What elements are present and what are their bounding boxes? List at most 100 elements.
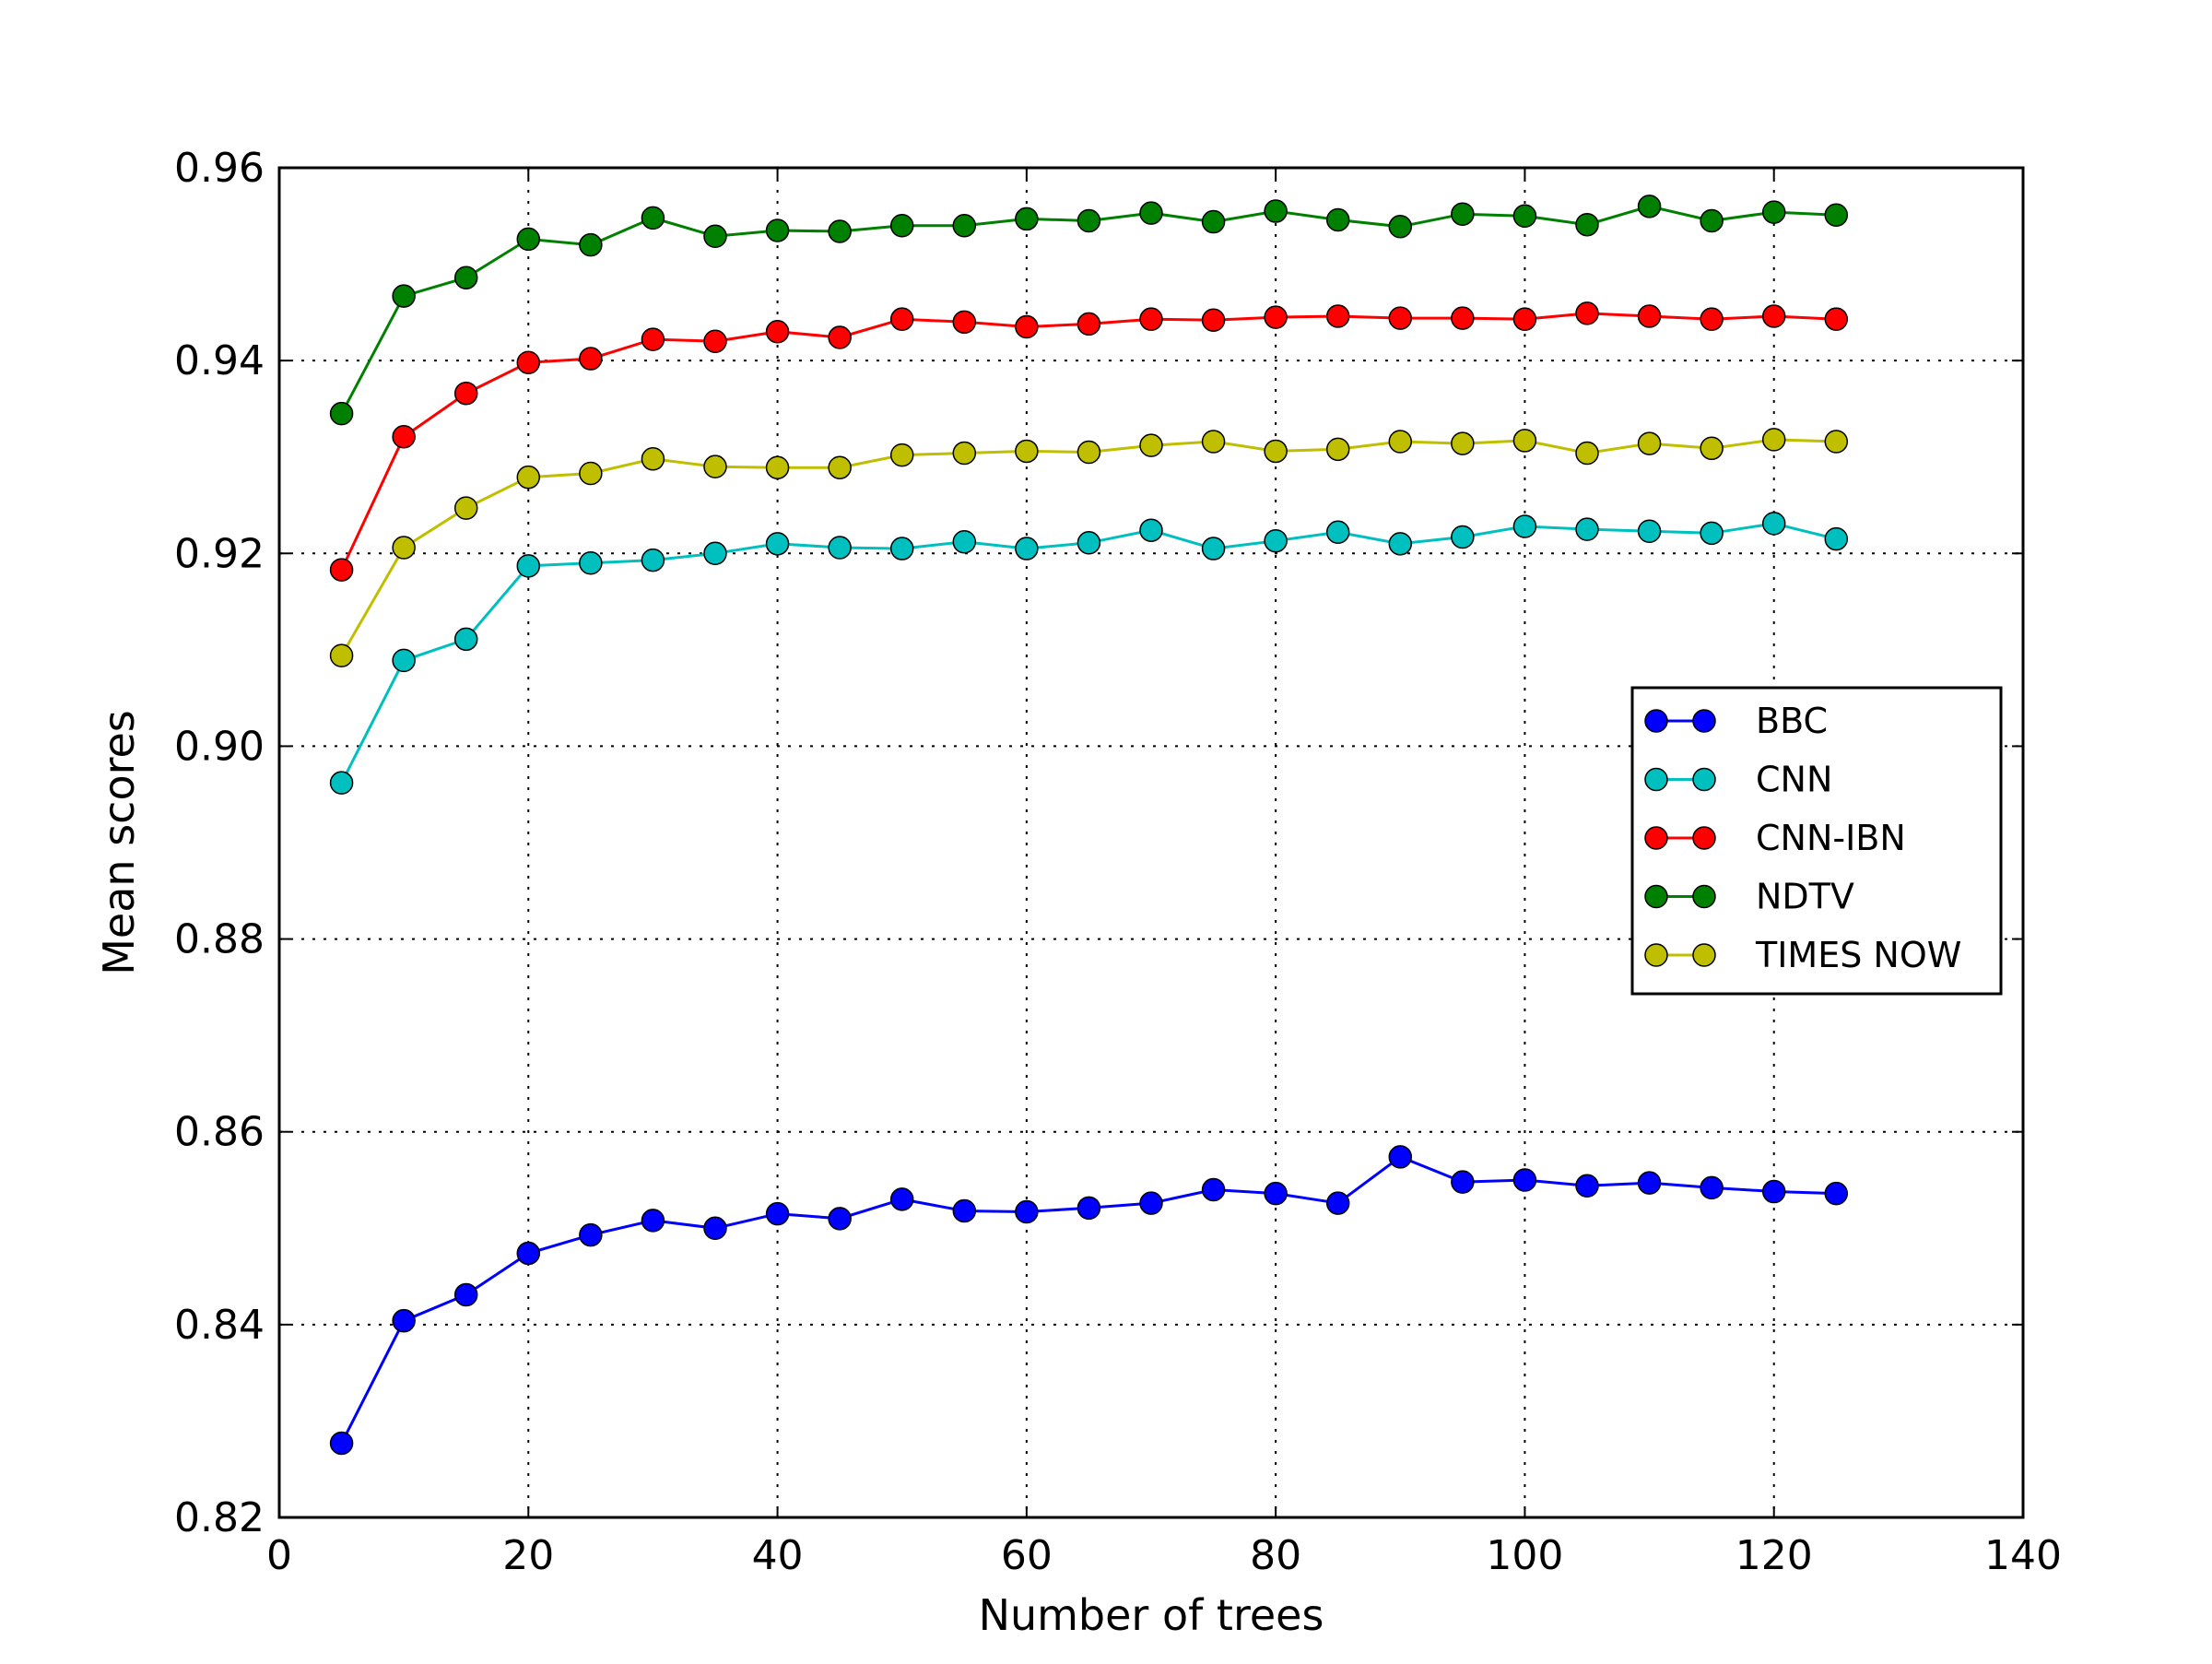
data-point [828, 219, 852, 243]
data-point [516, 465, 541, 490]
data-point [828, 455, 852, 479]
data-point [1637, 519, 1662, 543]
data-point [1824, 1181, 1849, 1206]
data-point [1575, 301, 1599, 325]
axis-ticks [278, 167, 2024, 1518]
data-point [1512, 429, 1537, 453]
series-cnn [329, 512, 1849, 795]
legend-item: BBC [1644, 701, 1828, 741]
legend-marker [1692, 884, 1716, 909]
data-point [1139, 307, 1163, 331]
legend-label: NDTV [1756, 877, 1854, 917]
data-point [453, 381, 478, 406]
data-point [1700, 307, 1724, 331]
series-ndtv [329, 195, 1849, 426]
data-point [1575, 212, 1599, 237]
data-point [1761, 304, 1786, 328]
data-point [1077, 1196, 1101, 1221]
data-point [1700, 1175, 1724, 1200]
legend-item: NDTV [1644, 877, 1854, 917]
data-point [1761, 512, 1786, 536]
legend-marker [1692, 943, 1716, 967]
legend-marker [1644, 826, 1668, 850]
data-point [579, 232, 603, 257]
data-point [1325, 437, 1350, 462]
data-point [1201, 1177, 1226, 1202]
data-point [1201, 430, 1226, 454]
data-point [1077, 312, 1101, 336]
legend-label: CNN [1756, 760, 1832, 800]
data-point [1077, 531, 1101, 555]
legend-label: CNN-IBN [1756, 818, 1906, 858]
legend-item: CNN-IBN [1644, 818, 1906, 858]
data-point [1512, 204, 1537, 229]
x-tick-label: 140 [1984, 1532, 2062, 1579]
data-point [1388, 430, 1413, 454]
data-point [1201, 209, 1226, 234]
data-point [641, 206, 665, 230]
legend-marker [1692, 767, 1716, 792]
data-point [579, 461, 603, 486]
plot-area-frame [277, 166, 2025, 1519]
data-point [1325, 207, 1350, 232]
data-point [1575, 1174, 1599, 1198]
data-point [392, 1308, 416, 1333]
data-point [765, 320, 790, 344]
data-point [453, 266, 478, 289]
data-point [1015, 207, 1039, 231]
data-point [1015, 439, 1039, 464]
data-point [392, 648, 416, 673]
series-cnn-ibn [329, 301, 1849, 582]
data-point [952, 441, 977, 466]
data-point [1264, 528, 1288, 553]
data-point [1077, 208, 1101, 233]
data-point [1264, 1181, 1288, 1206]
data-point [1637, 195, 1662, 218]
data-point [641, 548, 665, 572]
data-point [579, 550, 603, 575]
data-point [1139, 518, 1163, 542]
legend-marker [1644, 884, 1668, 909]
data-point [1201, 537, 1226, 561]
data-point [1264, 439, 1288, 464]
data-point [1637, 1171, 1662, 1195]
legend-item: CNN [1644, 760, 1832, 800]
data-point [1824, 203, 1849, 227]
legend-marker [1644, 709, 1668, 733]
data-point [1451, 306, 1475, 330]
data-point [828, 1207, 852, 1231]
data-point [828, 536, 852, 560]
legend-label: TIMES NOW [1755, 935, 1961, 975]
legend-label: BBC [1756, 701, 1828, 741]
series-times-now [329, 428, 1849, 667]
data-point [579, 347, 603, 371]
data-point [1388, 215, 1413, 239]
data-point [1015, 537, 1039, 561]
y-tick-label: 0.96 [174, 145, 265, 192]
y-tick-label: 0.86 [174, 1109, 265, 1156]
data-point [1700, 521, 1724, 546]
data-point [1139, 201, 1163, 225]
data-point [516, 554, 541, 578]
data-point [1201, 308, 1226, 332]
data-point [1264, 199, 1288, 223]
data-point [516, 1241, 541, 1266]
data-point [641, 447, 665, 471]
data-point [1824, 526, 1849, 551]
data-point [329, 1431, 354, 1456]
data-point [1700, 208, 1724, 233]
data-point [889, 537, 914, 561]
data-point [1451, 1170, 1475, 1194]
data-point [641, 327, 665, 351]
data-point [1700, 436, 1724, 461]
data-point [1015, 314, 1039, 339]
x-tick-label: 0 [266, 1532, 292, 1579]
tick-labels: 0 20 40 60 80 100 120 140 0.82 0.84 0.86 0.88 0.90 0.… [174, 145, 2062, 1579]
data-point [1139, 1191, 1163, 1215]
data-point [952, 213, 977, 238]
data-point [1388, 1145, 1413, 1169]
data-point [703, 1216, 727, 1241]
data-point [1637, 304, 1662, 328]
data-point [329, 643, 354, 667]
